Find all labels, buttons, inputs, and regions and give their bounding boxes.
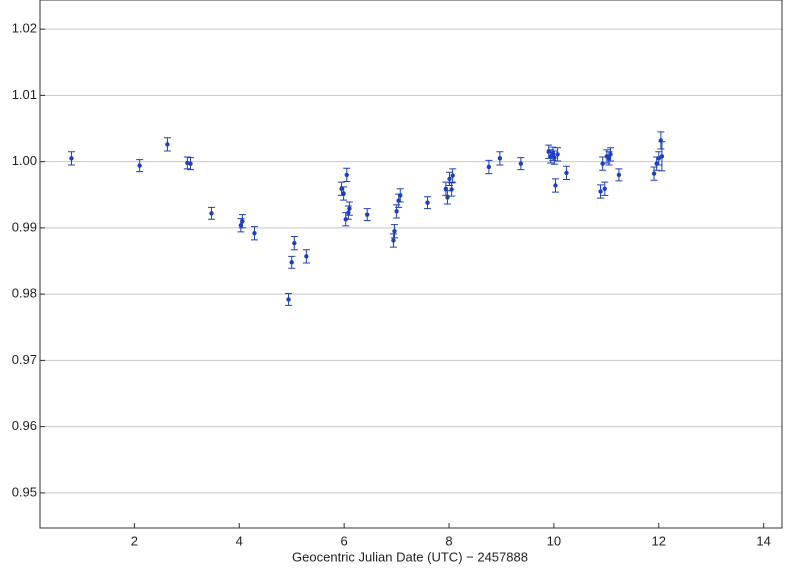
data-point	[497, 156, 503, 161]
y-tick-label: 0.99	[12, 219, 37, 234]
y-tick-label: 1.01	[12, 87, 37, 102]
data-point	[69, 156, 74, 161]
data-point	[447, 176, 452, 182]
data-point	[188, 161, 193, 166]
data-point	[341, 191, 346, 196]
x-tick-label: 10	[547, 533, 561, 548]
data-point	[555, 152, 560, 157]
data-point	[304, 254, 309, 259]
data-point	[398, 193, 403, 198]
data-point	[137, 163, 142, 168]
data-point	[365, 212, 370, 217]
data-point	[344, 172, 349, 178]
y-tick-label: 0.97	[12, 352, 37, 367]
y-tick-label: 1.02	[12, 21, 37, 36]
y-tick-label: 0.95	[12, 484, 37, 499]
plot-frame	[39, 0, 783, 529]
data-point	[443, 186, 449, 192]
x-tick-label: 8	[445, 533, 452, 548]
data-point	[598, 189, 603, 194]
data-point	[656, 156, 661, 161]
data-point	[552, 155, 557, 160]
data-point	[391, 238, 396, 243]
data-point	[240, 219, 245, 224]
data-point	[486, 164, 492, 170]
data-point	[347, 206, 352, 211]
data-point	[616, 172, 622, 178]
data-point	[651, 171, 657, 176]
data-point	[608, 152, 613, 157]
x-tick-label: 4	[236, 533, 243, 548]
data-point	[339, 186, 344, 192]
x-axis-label: Geocentric Julian Date (UTC) − 2457888	[292, 549, 528, 564]
y-tick-label: 0.96	[12, 418, 37, 433]
x-tick-label: 12	[652, 533, 666, 548]
data-point	[165, 142, 170, 147]
data-point	[449, 187, 454, 192]
data-point	[425, 200, 430, 205]
data-point	[286, 297, 291, 302]
data-point	[600, 161, 605, 166]
y-tick-label: 0.98	[12, 286, 37, 301]
data-point	[602, 186, 607, 192]
x-tick-label: 14	[756, 533, 770, 548]
data-point	[252, 230, 257, 236]
data-point	[564, 170, 569, 176]
data-point	[553, 183, 558, 188]
x-tick-label: 6	[341, 533, 348, 548]
data-point	[394, 209, 399, 214]
data-point	[450, 173, 455, 178]
data-point	[546, 149, 551, 154]
x-tick-label: 2	[131, 533, 138, 548]
data-point	[289, 260, 294, 265]
y-tick-label: 1.00	[12, 153, 37, 168]
data-point	[292, 240, 297, 246]
data-point	[518, 161, 524, 166]
data-point	[659, 154, 665, 159]
data-point	[392, 229, 397, 234]
data-point	[209, 211, 214, 216]
